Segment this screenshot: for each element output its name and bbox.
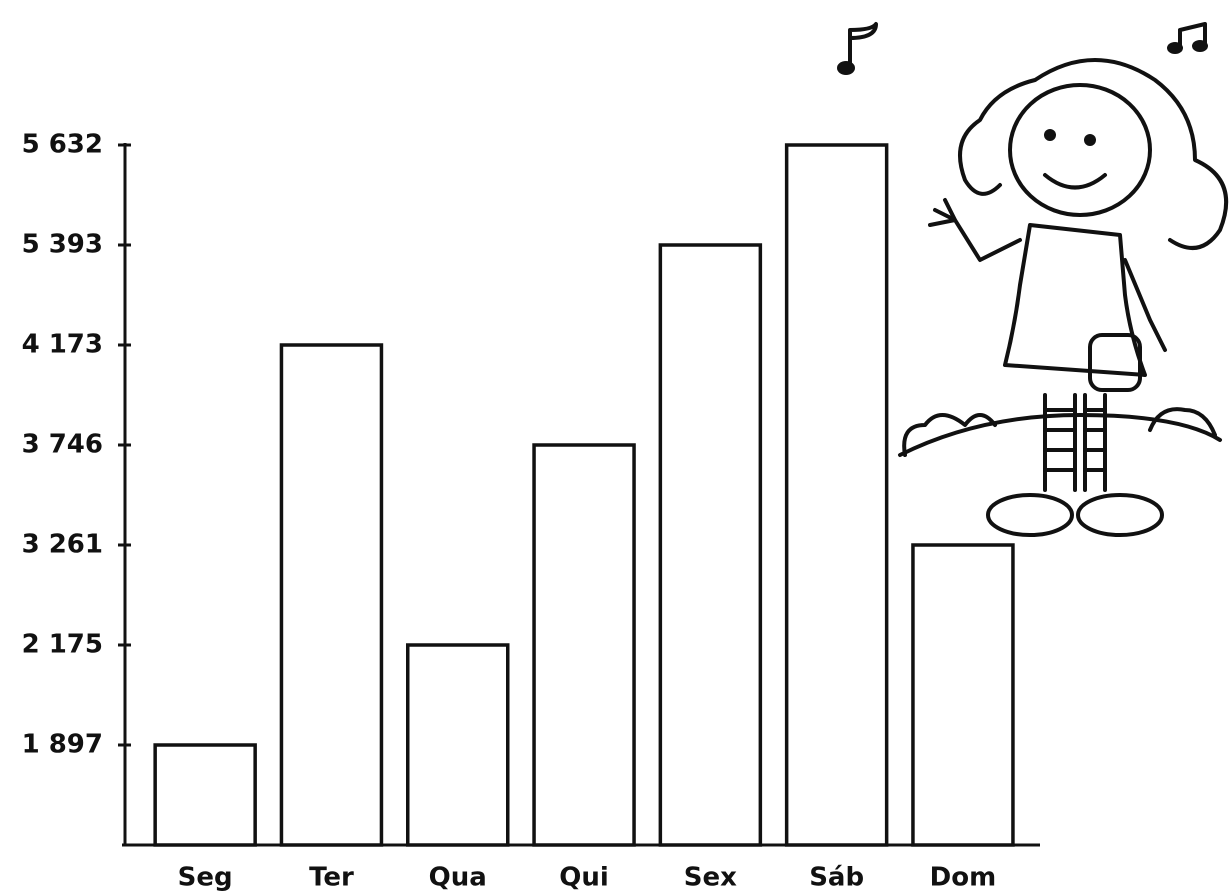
y-tick-label: 5 393 — [22, 230, 103, 260]
y-tick-label: 3 746 — [22, 430, 103, 460]
y-tick-label: 5 632 — [22, 130, 103, 160]
x-tick-label: Seg — [178, 863, 233, 892]
y-tick-label: 1 897 — [22, 730, 103, 760]
x-tick-label: Dom — [930, 863, 997, 892]
y-tick-label: 3 261 — [22, 530, 103, 560]
bar — [406, 643, 510, 847]
illustration — [837, 22, 1229, 537]
bar — [784, 143, 889, 847]
bar — [532, 443, 636, 847]
bar — [911, 543, 1015, 847]
x-tick-label: Sex — [684, 863, 737, 892]
x-tick-label: Ter — [309, 863, 354, 892]
x-tick-label: Qua — [429, 863, 487, 892]
bar — [153, 743, 257, 847]
x-tick-label: Qui — [559, 863, 609, 892]
x-tick-label: Sáb — [809, 863, 864, 892]
bar — [658, 243, 763, 847]
y-tick-label: 2 175 — [22, 630, 103, 660]
y-tick-label: 4 173 — [22, 330, 103, 360]
bar — [279, 343, 384, 847]
